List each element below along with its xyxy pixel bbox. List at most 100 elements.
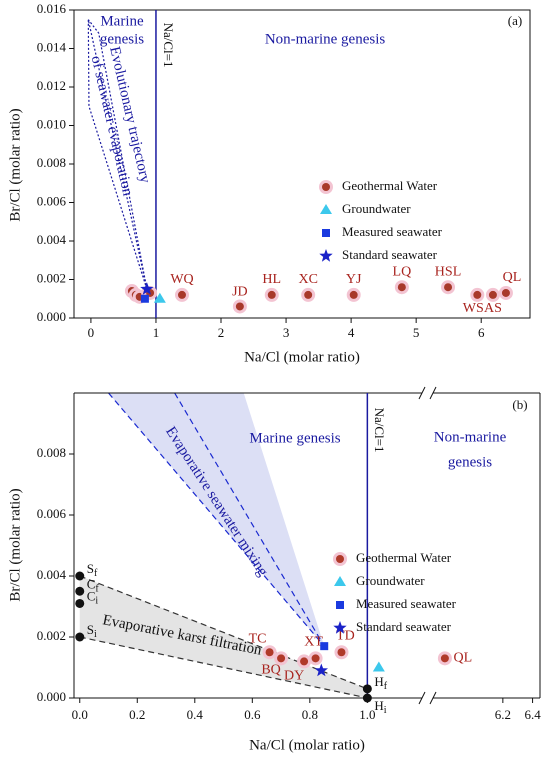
- end-member-label: Sf: [87, 561, 98, 579]
- reference-line: [79, 636, 368, 699]
- y-axis-title: Br/Cl (molar ratio): [7, 488, 23, 601]
- y-tick-label: 0.012: [37, 78, 66, 93]
- legend-label: Geothermal Water: [342, 178, 438, 193]
- legend-marker: [320, 204, 332, 214]
- end-member-base: H: [374, 698, 383, 713]
- reference-line: [79, 575, 368, 690]
- end-member-base: C: [87, 576, 96, 591]
- x-tick-label: 0.0: [72, 707, 88, 722]
- end-member: [75, 586, 85, 596]
- end-member-sub: f: [94, 568, 98, 579]
- point-label: TD: [336, 628, 355, 643]
- data-point: [311, 654, 320, 663]
- y-tick-label: 0.016: [37, 1, 67, 16]
- axis-break: [429, 691, 437, 705]
- legend-label: Groundwater: [356, 573, 425, 588]
- y-axis-title: Br/Cl (molar ratio): [7, 108, 23, 221]
- x-tick-label: 6.2: [495, 707, 511, 722]
- y-tick-label: 0.002: [37, 270, 66, 285]
- annotation: Non-marine genesis: [265, 31, 386, 47]
- legend-marker: [334, 576, 346, 586]
- x-tick-label: 6.4: [524, 707, 541, 722]
- data-point: [235, 302, 244, 311]
- legend-marker: [336, 555, 344, 563]
- axis-break: [418, 386, 426, 400]
- x-tick-label: 0.2: [129, 707, 145, 722]
- point-label: JD: [232, 285, 248, 300]
- reference-line: [87, 19, 148, 290]
- legend-label: Geothermal Water: [356, 550, 452, 565]
- legend-marker: [322, 229, 330, 237]
- point-label: DY: [284, 669, 304, 684]
- point-label: AS: [484, 301, 502, 316]
- annotation: Non-marine: [434, 429, 507, 445]
- end-member-sub: f: [95, 584, 99, 595]
- end-member-base: C: [87, 588, 96, 603]
- legend-marker: [336, 601, 344, 609]
- end-member-label: Si: [87, 622, 97, 640]
- data-point: [140, 282, 154, 295]
- point-label: WS: [463, 301, 484, 316]
- point-label: QL: [503, 270, 522, 285]
- axis-break: [429, 386, 437, 400]
- data-point: [314, 663, 328, 677]
- y-tick-label: 0.004: [37, 232, 67, 247]
- y-tick-label: 0.008: [37, 155, 66, 170]
- reference-line: [87, 19, 148, 290]
- end-member: [362, 684, 372, 694]
- point-label: XC: [298, 272, 317, 287]
- legend-label: Standard seawater: [342, 247, 438, 262]
- x-tick-label: 1: [153, 325, 160, 340]
- end-member-sub: f: [384, 681, 388, 692]
- data-point: [320, 642, 329, 651]
- data-point: [300, 657, 309, 666]
- end-member-base: S: [87, 561, 94, 576]
- annotation: genesis: [100, 31, 144, 47]
- data-point: [140, 294, 149, 303]
- x-tick-label: 5: [413, 325, 420, 340]
- annotation: genesis: [448, 454, 492, 470]
- data-point: [265, 648, 274, 657]
- legend-marker: [319, 249, 333, 262]
- x-tick-label: 1.0: [359, 707, 375, 722]
- end-member-sub: i: [384, 705, 387, 716]
- data-point: [267, 290, 276, 299]
- data-point: [488, 290, 497, 299]
- legend-label: Measured seawater: [342, 224, 443, 239]
- axis-break: [418, 691, 426, 705]
- end-member-base: H: [374, 674, 383, 689]
- data-point: [440, 654, 449, 663]
- data-point: [349, 290, 358, 299]
- y-tick-label: 0.010: [37, 116, 66, 131]
- y-tick-label: 0.006: [37, 506, 67, 521]
- reference-line: [174, 392, 325, 647]
- y-tick-label: 0.000: [37, 689, 66, 704]
- x-tick-label: 0.4: [187, 707, 204, 722]
- end-member-sub: i: [94, 629, 97, 640]
- point-label: XT: [304, 635, 323, 650]
- end-member: [75, 571, 85, 581]
- x-axis-title: Na/Cl (molar ratio): [249, 737, 365, 753]
- data-point: [337, 648, 346, 657]
- annotation: Marine: [100, 13, 144, 29]
- end-member-sub: i: [95, 596, 98, 607]
- x-tick-label: 4: [348, 325, 355, 340]
- legend-label: Standard seawater: [356, 619, 452, 634]
- y-tick-label: 0.006: [37, 193, 67, 208]
- legend-marker: [322, 183, 330, 191]
- data-point: [277, 654, 286, 663]
- x-tick-label: 2: [218, 325, 225, 340]
- data-point: [304, 290, 313, 299]
- y-tick-label: 0.014: [37, 39, 67, 54]
- region: [79, 576, 368, 698]
- annotation: Marine genesis: [249, 430, 340, 446]
- data-point: [177, 290, 186, 299]
- end-member: [362, 693, 372, 703]
- end-member-label: Ci: [87, 588, 99, 606]
- end-member-label: Cf: [87, 576, 100, 594]
- end-member-label: Hi: [374, 698, 386, 716]
- y-tick-label: 0.008: [37, 445, 66, 460]
- end-member-label: Hf: [374, 674, 387, 692]
- end-member: [75, 632, 85, 642]
